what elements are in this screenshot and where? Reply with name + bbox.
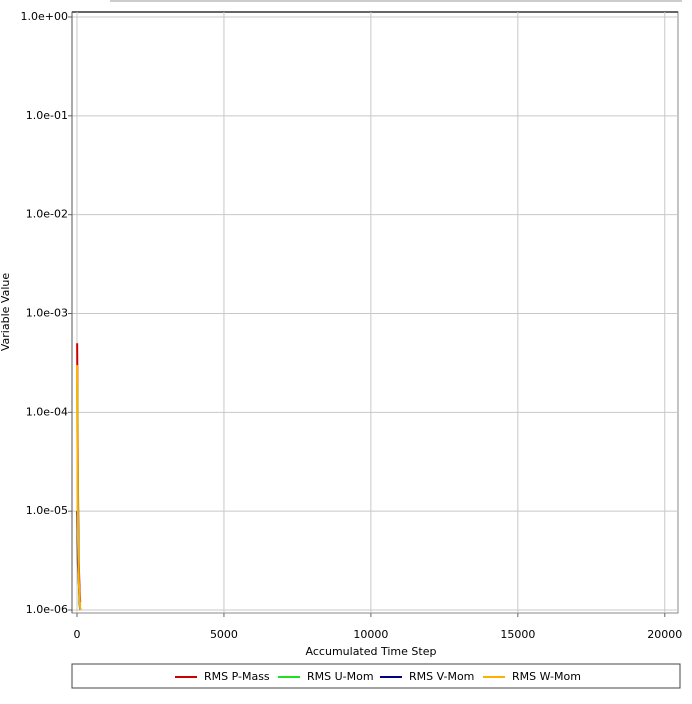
- y-tick-label: 1.0e-02: [26, 208, 68, 221]
- x-tick-label: 0: [73, 628, 80, 641]
- legend-label: RMS U-Mom: [307, 670, 374, 683]
- y-axis-title: Variable Value: [0, 273, 12, 351]
- legend-label: RMS W-Mom: [512, 670, 581, 683]
- series-line: [76, 365, 82, 611]
- x-tick-label: 20000: [647, 628, 682, 641]
- x-tick-label: 10000: [353, 628, 388, 641]
- y-tick-label: 1.0e-05: [26, 504, 68, 517]
- x-tick-label: 5000: [210, 628, 238, 641]
- legend: [71, 663, 681, 689]
- legend-label: RMS V-Mom: [409, 670, 474, 683]
- y-tick-label: 1.0e-01: [26, 109, 68, 122]
- plot-frame: [71, 11, 679, 614]
- y-tick-label: 1.0e+00: [21, 10, 68, 23]
- x-tick-label: 15000: [500, 628, 535, 641]
- y-tick-label: 1.0e-03: [26, 307, 68, 320]
- x-axis-title: Accumulated Time Step: [306, 645, 437, 658]
- y-tick-label: 1.0e-04: [26, 405, 68, 418]
- y-tick-label: 1.0e-06: [26, 603, 68, 616]
- legend-label: RMS P-Mass: [204, 670, 270, 683]
